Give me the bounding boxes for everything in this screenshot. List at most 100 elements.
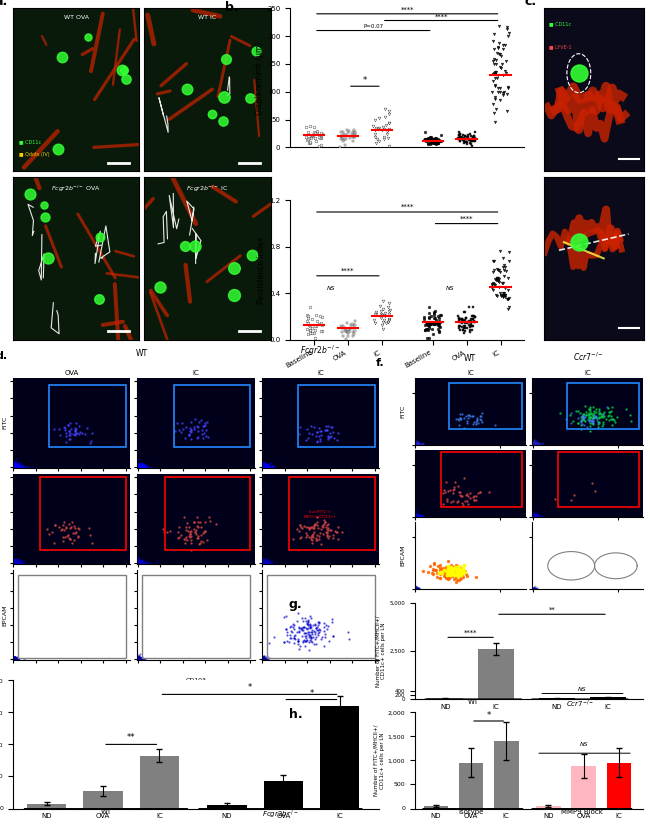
Point [433,318,443,332]
Point [411,507,421,520]
Point [180,239,190,252]
Point [319,616,330,629]
Point [134,460,144,473]
Point [133,460,144,473]
Point [258,460,268,474]
Point [262,554,272,567]
Point [10,651,20,664]
Point [258,459,268,472]
Point [133,460,143,473]
Point [260,460,270,473]
Point [257,555,268,568]
Point [134,557,144,570]
Text: ****: **** [400,7,414,12]
Point [528,510,539,523]
Point [459,319,469,332]
Point [258,653,268,666]
Point [133,653,144,666]
Point [410,438,421,451]
Point [10,552,20,565]
Point [259,653,270,666]
Point [137,653,148,666]
Point [10,460,21,473]
Point [413,510,423,523]
Point [410,582,421,595]
Point [528,509,538,522]
Point [260,554,270,568]
Point [133,653,144,666]
Point [12,556,23,569]
Point [10,459,20,472]
Point [457,564,467,578]
Point [8,553,19,566]
Point [530,509,541,522]
Point [468,301,478,314]
Point [258,460,268,473]
Point [8,653,19,666]
Point [530,510,540,523]
Point [293,638,304,651]
Point [257,653,268,666]
Point [10,460,20,473]
Point [531,437,541,450]
Point [67,516,77,529]
Point [410,508,421,521]
Point [307,521,317,534]
Point [257,460,267,474]
Point [410,438,421,451]
Point [133,554,144,568]
Point [257,460,268,474]
Point [8,556,19,569]
Point [448,568,458,581]
Bar [494,741,519,808]
Point [10,556,20,569]
Point [415,438,426,451]
Point [136,555,147,568]
Point [134,556,144,569]
Point [448,480,459,493]
Point [257,556,268,569]
Point [487,278,497,291]
Point [137,556,148,569]
Point [495,82,505,95]
Point [438,563,448,577]
Point [259,553,269,566]
Point [259,652,270,665]
Point [9,460,20,474]
Point [528,438,539,451]
Point [60,521,71,534]
Point [262,460,272,473]
Point [9,652,20,665]
Point [340,138,350,151]
Point [10,652,21,665]
Point [141,556,151,569]
Point [134,554,144,568]
Point [413,510,423,523]
Point [419,323,430,337]
Point [257,556,268,569]
Point [133,460,143,474]
Point [410,509,421,522]
Point [530,437,541,450]
Point [9,653,20,666]
Point [413,511,423,524]
Point [50,518,60,531]
Point [134,460,144,473]
Point [311,125,322,138]
Point [136,460,146,474]
Point [260,556,270,569]
Point [259,556,270,569]
Point [297,629,307,643]
Point [427,133,437,146]
Point [316,127,326,140]
Point [257,554,267,568]
Point [579,408,590,421]
Point [472,412,482,425]
Point [411,510,421,523]
Point [10,460,21,473]
Point [596,408,606,421]
Point [263,555,273,568]
Point [493,274,503,287]
Point [530,510,541,523]
Point [530,510,540,523]
